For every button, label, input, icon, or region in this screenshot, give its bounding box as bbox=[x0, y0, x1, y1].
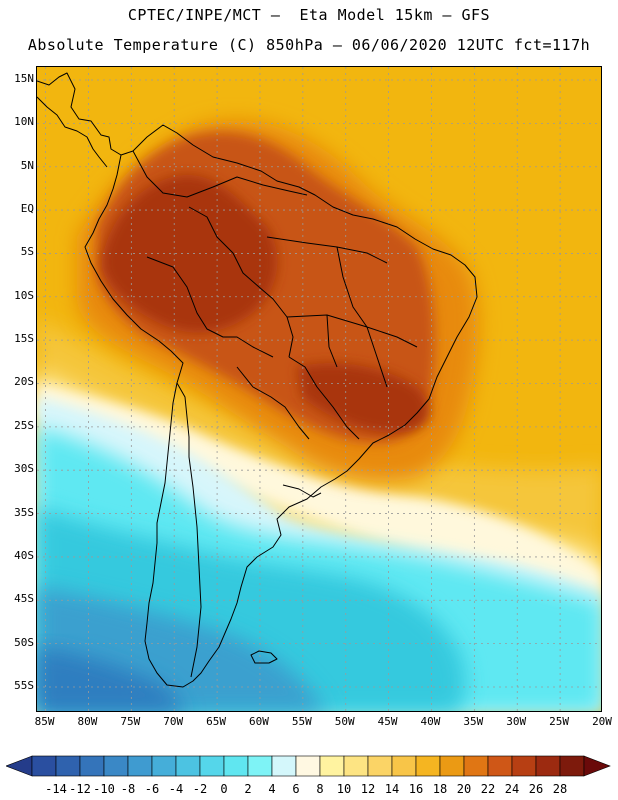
colorbar-tick-label: 0 bbox=[220, 782, 228, 796]
colorbar-swatch bbox=[175, 755, 201, 777]
colorbar-tick-label: 10 bbox=[336, 782, 352, 796]
border-paraguay bbox=[236, 366, 310, 440]
colorbar-swatch bbox=[223, 755, 249, 777]
colorbar-tick-label: 18 bbox=[432, 782, 448, 796]
colorbar-tick-label: 28 bbox=[552, 782, 568, 796]
colorbar-tick-label: -10 bbox=[93, 782, 115, 796]
colorbar-swatch bbox=[55, 755, 81, 777]
chart-title: CPTEC/INPE/MCT – Eta Model 15km – GFS bbox=[127, 6, 491, 24]
colorbar-tick-label: 20 bbox=[456, 782, 472, 796]
central-america-pacific bbox=[37, 96, 108, 168]
longitude-label: 45W bbox=[377, 715, 398, 728]
colorbar-swatch bbox=[127, 755, 153, 777]
latitude-label: 5S bbox=[20, 245, 34, 259]
colorbar-tick-label: 4 bbox=[268, 782, 276, 796]
longitude-label: 30W bbox=[506, 715, 527, 728]
latitude-label: 20S bbox=[14, 375, 34, 389]
field-deep-blue-southwest bbox=[37, 647, 186, 711]
colorbar-swatch bbox=[511, 755, 537, 777]
latitude-label: 35S bbox=[14, 505, 34, 519]
latitude-label: 25S bbox=[14, 418, 34, 432]
latitude-label: 15S bbox=[14, 332, 34, 346]
colorbar-swatch bbox=[31, 755, 57, 777]
colorbar-swatch bbox=[199, 755, 225, 777]
colorbar-swatch bbox=[343, 755, 369, 777]
colorbar-min-arrow bbox=[6, 755, 33, 777]
longitude-label: 75W bbox=[120, 715, 141, 728]
colorbar-tick-label: 14 bbox=[384, 782, 400, 796]
colorbar-swatch bbox=[415, 755, 441, 777]
colorbar-tick-label: 8 bbox=[316, 782, 324, 796]
colorbar-tick-label: 6 bbox=[292, 782, 300, 796]
longitude-label: 60W bbox=[249, 715, 269, 728]
colorbar-swatch bbox=[559, 755, 585, 777]
colorbar-tick-label: -6 bbox=[144, 782, 160, 796]
border-north bbox=[132, 150, 308, 198]
colorbar-max-arrow bbox=[583, 755, 611, 777]
latitude-label: 15N bbox=[14, 72, 34, 85]
colorbar-swatch bbox=[439, 755, 465, 777]
latitude-label: 45S bbox=[14, 592, 34, 606]
colorbar-tick-label: 24 bbox=[504, 782, 520, 796]
rio-de-la-plata bbox=[282, 484, 322, 498]
colorbar-swatch bbox=[79, 755, 105, 777]
latitude-label: 40S bbox=[14, 548, 34, 562]
longitude-label: 20W bbox=[592, 715, 612, 728]
colorbar-swatch bbox=[271, 755, 297, 777]
latitude-label: EQ bbox=[20, 202, 34, 216]
colorbar-swatch bbox=[535, 755, 561, 777]
colorbar-tick-label: -14 bbox=[45, 782, 67, 796]
colorbar-tick-label: 26 bbox=[528, 782, 544, 796]
latitude-label: 50S bbox=[14, 635, 34, 649]
colorbar-swatch bbox=[391, 755, 417, 777]
colorbar-tick-label: 22 bbox=[480, 782, 496, 796]
colorbar-tick-label: -8 bbox=[120, 782, 136, 796]
latitude-label: 10N bbox=[14, 115, 34, 129]
temperature-map bbox=[37, 67, 601, 711]
latitude-label: 55S bbox=[14, 678, 34, 692]
colorbar-swatch bbox=[319, 755, 345, 777]
border-brazil-south bbox=[288, 356, 360, 440]
falkland-islands bbox=[250, 650, 278, 664]
latitude-label: 5N bbox=[20, 158, 34, 172]
border-andes bbox=[176, 382, 202, 678]
border-states bbox=[266, 236, 418, 388]
south-america-outline bbox=[84, 124, 478, 688]
field-hot-southeast-lobe bbox=[297, 363, 430, 433]
latitude-label: 30S bbox=[14, 462, 34, 476]
colorbar-swatch bbox=[487, 755, 513, 777]
colorbar-tick-label: 16 bbox=[408, 782, 424, 796]
colorbar-tick-label: 2 bbox=[244, 782, 252, 796]
latitude-label: 10S bbox=[14, 288, 34, 302]
longitude-label: 85W bbox=[34, 715, 55, 728]
central-america-coast bbox=[37, 72, 122, 156]
longitude-label: 70W bbox=[163, 715, 184, 728]
colorbar-tick-label: 12 bbox=[360, 782, 376, 796]
colorbar bbox=[6, 755, 611, 777]
longitude-label: 65W bbox=[206, 715, 227, 728]
longitude-label: 80W bbox=[77, 715, 98, 728]
field-hottest-core bbox=[102, 175, 278, 333]
longitude-label: 35W bbox=[463, 715, 484, 728]
colorbar-tick-label: -2 bbox=[192, 782, 208, 796]
map-panel bbox=[36, 66, 602, 712]
longitude-label: 25W bbox=[549, 715, 570, 728]
colorbar-swatch bbox=[247, 755, 273, 777]
chart-subtitle: Absolute Temperature (C) 850hPa – 06/06/… bbox=[27, 36, 591, 54]
longitude-label: 40W bbox=[420, 715, 441, 728]
colorbar-swatch bbox=[103, 755, 129, 777]
colorbar-swatch bbox=[367, 755, 393, 777]
colorbar-swatch bbox=[151, 755, 177, 777]
colorbar-tick-label: -4 bbox=[168, 782, 184, 796]
graticule bbox=[37, 67, 601, 711]
border-peru-bolivia bbox=[146, 256, 274, 358]
colorbar-swatch bbox=[463, 755, 489, 777]
longitude-label: 50W bbox=[334, 715, 355, 728]
coastline-layer bbox=[37, 72, 478, 688]
colorbar-tick-label: -12 bbox=[69, 782, 91, 796]
colorbar-swatch bbox=[295, 755, 321, 777]
border-brazil-west bbox=[188, 206, 294, 358]
longitude-label: 55W bbox=[291, 715, 312, 728]
